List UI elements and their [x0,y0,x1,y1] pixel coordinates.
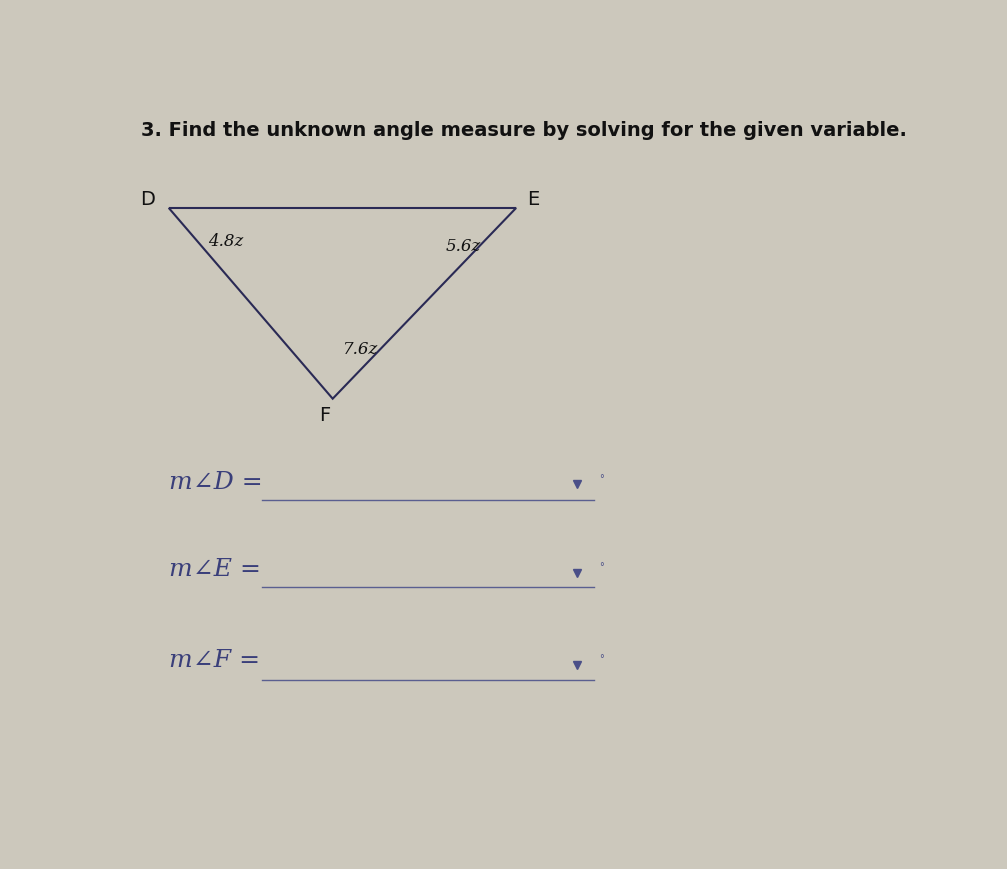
Text: E: E [527,189,540,209]
Text: °: ° [599,474,604,484]
Text: 3. Find the unknown angle measure by solving for the given variable.: 3. Find the unknown angle measure by sol… [141,121,907,140]
Text: m∠F =: m∠F = [169,649,260,673]
Text: °: ° [599,562,604,572]
Text: m∠E =: m∠E = [169,558,261,580]
Text: F: F [319,406,330,425]
Text: °: ° [599,654,604,664]
Text: 5.6z: 5.6z [446,237,481,255]
Text: 7.6z: 7.6z [342,342,378,358]
Text: 4.8z: 4.8z [207,233,243,250]
Text: D: D [140,189,155,209]
Text: m∠D =: m∠D = [169,471,263,494]
